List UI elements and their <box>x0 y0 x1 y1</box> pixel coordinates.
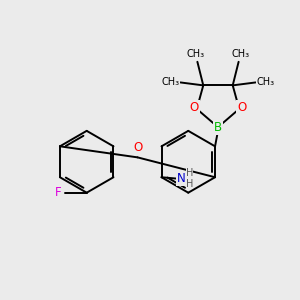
Text: B: B <box>214 121 222 134</box>
Text: H: H <box>186 168 194 178</box>
Text: O: O <box>190 101 199 114</box>
Text: O: O <box>237 101 246 114</box>
Text: O: O <box>134 141 143 154</box>
Text: CH₃: CH₃ <box>231 50 249 59</box>
Text: CH₃: CH₃ <box>187 50 205 59</box>
Text: CH₃: CH₃ <box>256 77 274 87</box>
Text: H: H <box>186 179 194 189</box>
Text: N: N <box>177 172 186 184</box>
Text: F: F <box>55 186 61 199</box>
Text: CH₃: CH₃ <box>162 77 180 87</box>
